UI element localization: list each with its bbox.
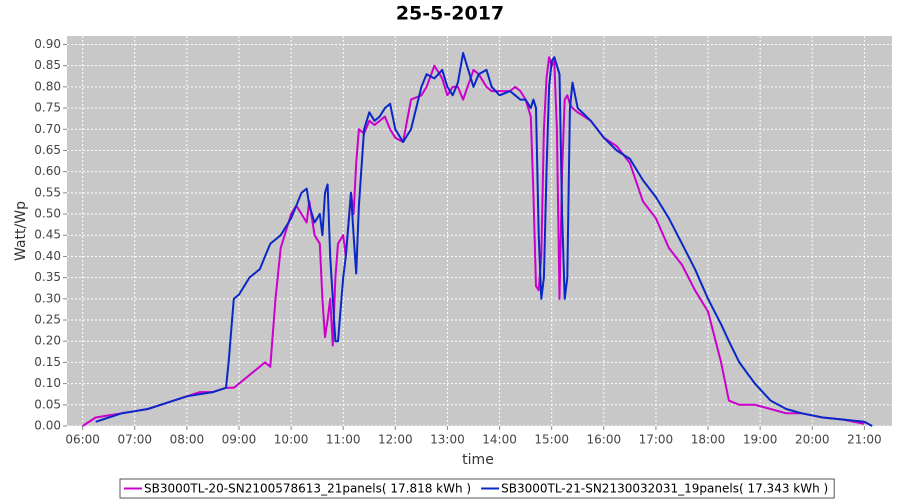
x-tick-label: 16:00: [587, 433, 622, 447]
y-tick-label: 0.90: [34, 37, 61, 51]
x-tick-label: 10:00: [274, 433, 309, 447]
x-axis-label: time: [462, 452, 494, 468]
y-tick-label: 0.15: [34, 355, 61, 369]
legend-label: SB3000TL-20-SN2100578613_21panels( 17.81…: [144, 482, 471, 496]
chart-title: 25-5-2017: [396, 3, 504, 25]
x-tick-label: 21:00: [847, 433, 882, 447]
y-tick-label: 0.45: [34, 228, 61, 242]
x-tick-label: 20:00: [795, 433, 830, 447]
y-tick-label: 0.40: [34, 249, 61, 263]
x-tick-label: 11:00: [326, 433, 361, 447]
y-tick-label: 0.80: [34, 79, 61, 93]
y-tick-label: 0.25: [34, 313, 61, 327]
y-tick-label: 0.50: [34, 207, 61, 221]
x-tick-label: 09:00: [222, 433, 257, 447]
x-tick-label: 19:00: [743, 433, 778, 447]
y-tick-label: 0.05: [34, 397, 61, 411]
y-tick-label: 0.60: [34, 164, 61, 178]
legend-box: [119, 478, 835, 499]
y-tick-label: 0.65: [34, 143, 61, 157]
y-tick-label: 0.55: [34, 185, 61, 199]
legend-label: SB3000TL-21-SN2130032031_19panels( 17.34…: [501, 482, 828, 496]
x-tick-label: 13:00: [430, 433, 465, 447]
y-tick-label: 0.75: [34, 101, 61, 115]
y-tick-label: 0.20: [34, 334, 61, 348]
x-tick-label: 07:00: [117, 433, 152, 447]
x-tick-label: 12:00: [378, 433, 413, 447]
x-tick-label: 15:00: [534, 433, 569, 447]
plot-area: [67, 36, 892, 426]
x-tick-label: 06:00: [65, 433, 100, 447]
y-tick-label: 0.30: [34, 291, 61, 305]
y-tick-label: 0.85: [34, 58, 61, 72]
series-line: [82, 56, 865, 427]
x-tick-label: 17:00: [639, 433, 674, 447]
legend: SB3000TL-20-SN2100578613_21panels( 17.81…: [119, 478, 835, 499]
y-axis-label: Watt/Wp: [13, 201, 29, 261]
y-tick-label: 0.35: [34, 270, 61, 284]
x-tick-label: 14:00: [482, 433, 517, 447]
x-tick-label: 18:00: [691, 433, 726, 447]
y-tick-label: 0.70: [34, 122, 61, 136]
y-tick-label: 0.00: [34, 419, 61, 433]
y-tick-label: 0.10: [34, 376, 61, 390]
x-tick-label: 08:00: [170, 433, 205, 447]
series-line: [95, 52, 873, 427]
